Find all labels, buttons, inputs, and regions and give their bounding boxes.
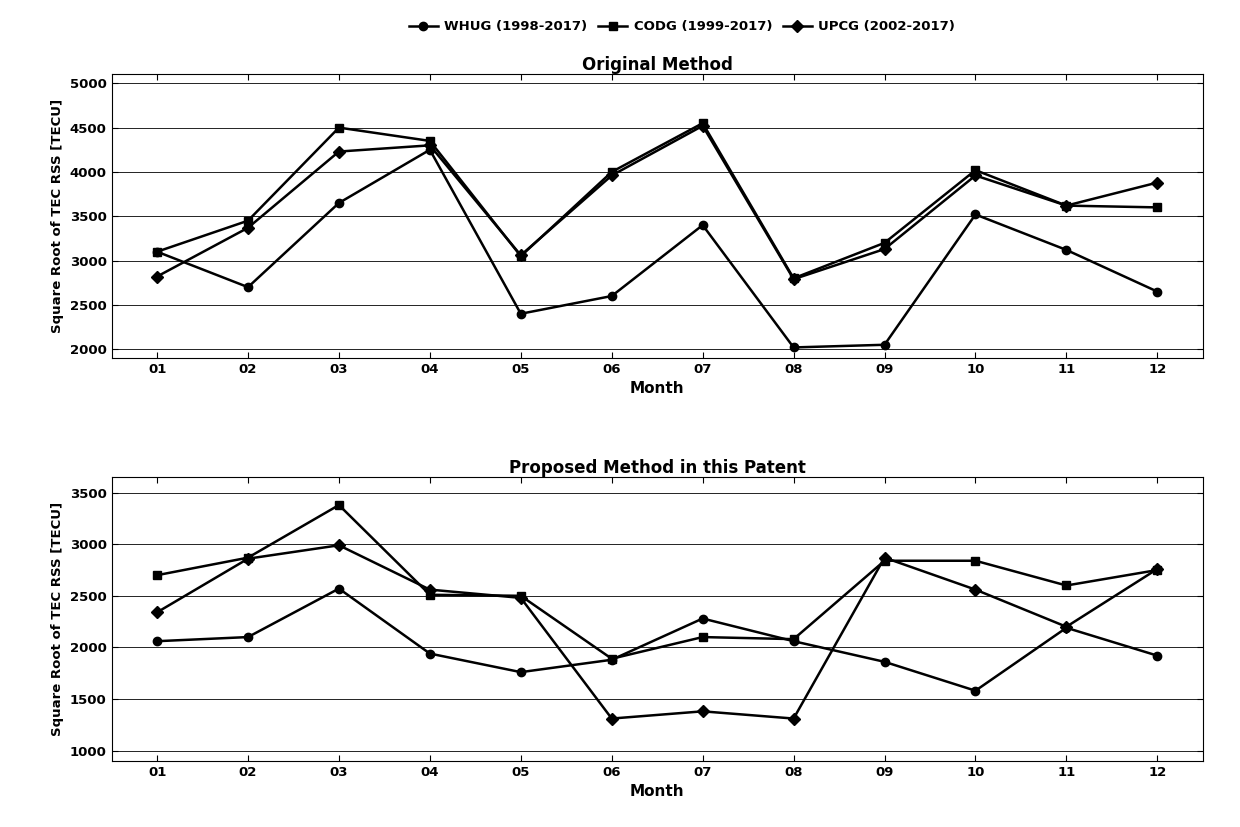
CODG (1999-2017) bbox=[786, 634, 801, 644]
WHUG (1998-2017) bbox=[241, 632, 255, 642]
WHUG (1998-2017) bbox=[513, 308, 528, 318]
UPCG (2002-2017) bbox=[423, 585, 438, 595]
Line: CODG (1999-2017): CODG (1999-2017) bbox=[153, 501, 1162, 663]
Line: WHUG (1998-2017): WHUG (1998-2017) bbox=[153, 146, 1162, 351]
CODG (1999-2017) bbox=[241, 552, 255, 562]
WHUG (1998-2017) bbox=[968, 209, 983, 219]
CODG (1999-2017) bbox=[1059, 581, 1074, 590]
CODG (1999-2017) bbox=[696, 632, 711, 642]
WHUG (1998-2017) bbox=[877, 340, 892, 350]
CODG (1999-2017) bbox=[877, 238, 892, 248]
Title: Original Method: Original Method bbox=[582, 56, 733, 74]
UPCG (2002-2017) bbox=[786, 275, 801, 284]
UPCG (2002-2017) bbox=[241, 554, 255, 564]
UPCG (2002-2017) bbox=[968, 585, 983, 595]
Line: WHUG (1998-2017): WHUG (1998-2017) bbox=[153, 585, 1162, 695]
WHUG (1998-2017) bbox=[1149, 287, 1164, 297]
UPCG (2002-2017) bbox=[1149, 178, 1164, 188]
UPCG (2002-2017) bbox=[696, 121, 711, 131]
CODG (1999-2017) bbox=[513, 251, 528, 261]
CODG (1999-2017) bbox=[877, 556, 892, 566]
UPCG (2002-2017) bbox=[423, 141, 438, 151]
Y-axis label: Square Root of TEC RSS [TECU]: Square Root of TEC RSS [TECU] bbox=[51, 502, 64, 736]
CODG (1999-2017) bbox=[150, 246, 165, 256]
WHUG (1998-2017) bbox=[150, 636, 165, 646]
UPCG (2002-2017) bbox=[877, 244, 892, 254]
WHUG (1998-2017) bbox=[1059, 245, 1074, 255]
Line: UPCG (2002-2017): UPCG (2002-2017) bbox=[153, 541, 1162, 723]
CODG (1999-2017) bbox=[1059, 201, 1074, 211]
WHUG (1998-2017) bbox=[1059, 623, 1074, 633]
Line: CODG (1999-2017): CODG (1999-2017) bbox=[153, 119, 1162, 283]
UPCG (2002-2017) bbox=[1059, 622, 1074, 632]
WHUG (1998-2017) bbox=[604, 291, 619, 301]
CODG (1999-2017) bbox=[968, 556, 983, 566]
CODG (1999-2017) bbox=[604, 167, 619, 177]
CODG (1999-2017) bbox=[968, 165, 983, 175]
WHUG (1998-2017) bbox=[1149, 651, 1164, 661]
UPCG (2002-2017) bbox=[604, 714, 619, 724]
WHUG (1998-2017) bbox=[513, 667, 528, 677]
Title: Proposed Method in this Patent: Proposed Method in this Patent bbox=[508, 459, 806, 477]
UPCG (2002-2017) bbox=[513, 251, 528, 261]
WHUG (1998-2017) bbox=[604, 655, 619, 665]
WHUG (1998-2017) bbox=[877, 657, 892, 667]
UPCG (2002-2017) bbox=[696, 706, 711, 716]
WHUG (1998-2017) bbox=[786, 342, 801, 352]
CODG (1999-2017) bbox=[786, 274, 801, 284]
WHUG (1998-2017) bbox=[331, 584, 346, 594]
UPCG (2002-2017) bbox=[786, 714, 801, 724]
CODG (1999-2017) bbox=[423, 590, 438, 600]
UPCG (2002-2017) bbox=[1059, 201, 1074, 211]
UPCG (2002-2017) bbox=[150, 607, 165, 617]
WHUG (1998-2017) bbox=[150, 246, 165, 256]
WHUG (1998-2017) bbox=[968, 686, 983, 696]
CODG (1999-2017) bbox=[331, 122, 346, 132]
UPCG (2002-2017) bbox=[331, 146, 346, 156]
WHUG (1998-2017) bbox=[423, 648, 438, 658]
Y-axis label: Square Root of TEC RSS [TECU]: Square Root of TEC RSS [TECU] bbox=[51, 99, 64, 333]
WHUG (1998-2017) bbox=[423, 145, 438, 155]
CODG (1999-2017) bbox=[331, 500, 346, 510]
X-axis label: Month: Month bbox=[630, 784, 684, 799]
Line: UPCG (2002-2017): UPCG (2002-2017) bbox=[153, 122, 1162, 284]
CODG (1999-2017) bbox=[604, 654, 619, 664]
UPCG (2002-2017) bbox=[877, 552, 892, 562]
CODG (1999-2017) bbox=[423, 136, 438, 146]
UPCG (2002-2017) bbox=[513, 593, 528, 603]
CODG (1999-2017) bbox=[150, 571, 165, 581]
UPCG (2002-2017) bbox=[331, 540, 346, 550]
UPCG (2002-2017) bbox=[241, 222, 255, 232]
CODG (1999-2017) bbox=[696, 118, 711, 128]
UPCG (2002-2017) bbox=[150, 271, 165, 281]
Legend: WHUG (1998-2017), CODG (1999-2017), UPCG (2002-2017): WHUG (1998-2017), CODG (1999-2017), UPCG… bbox=[403, 15, 961, 38]
CODG (1999-2017) bbox=[1149, 203, 1164, 213]
CODG (1999-2017) bbox=[1149, 565, 1164, 575]
WHUG (1998-2017) bbox=[696, 220, 711, 230]
UPCG (2002-2017) bbox=[968, 170, 983, 180]
UPCG (2002-2017) bbox=[1149, 564, 1164, 574]
X-axis label: Month: Month bbox=[630, 381, 684, 396]
CODG (1999-2017) bbox=[241, 216, 255, 226]
WHUG (1998-2017) bbox=[786, 636, 801, 646]
WHUG (1998-2017) bbox=[241, 282, 255, 292]
UPCG (2002-2017) bbox=[604, 170, 619, 180]
WHUG (1998-2017) bbox=[331, 198, 346, 208]
CODG (1999-2017) bbox=[513, 590, 528, 600]
WHUG (1998-2017) bbox=[696, 614, 711, 624]
